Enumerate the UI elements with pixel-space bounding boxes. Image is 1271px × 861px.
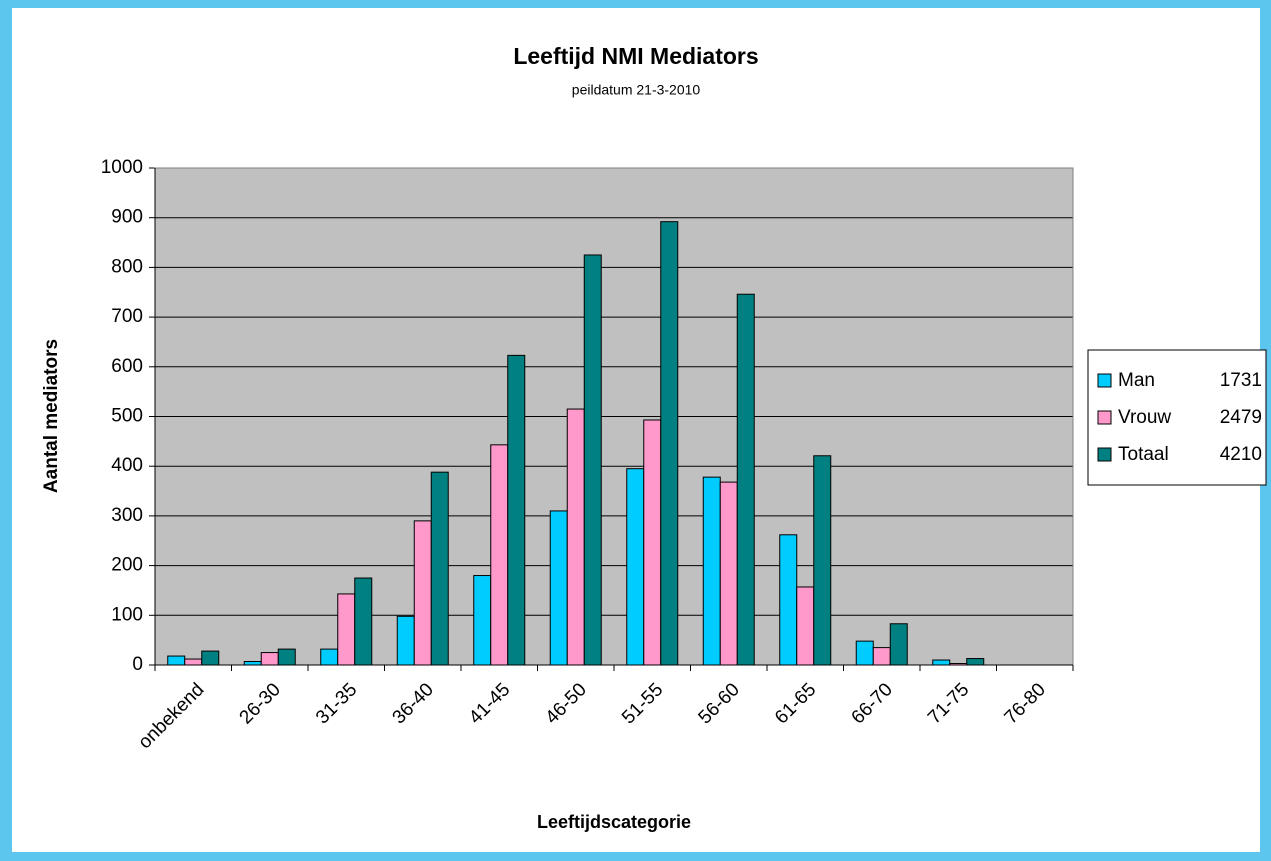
y-tick-label: 400 <box>111 455 143 476</box>
bar <box>966 658 985 666</box>
bar <box>643 419 662 666</box>
bar <box>473 575 492 666</box>
legend-total: 1731 <box>1220 370 1262 391</box>
bar <box>855 640 874 666</box>
y-tick-label: 600 <box>111 356 143 377</box>
bar <box>507 354 526 666</box>
legend-total: 4210 <box>1220 444 1262 465</box>
x-axis-label: Leeftijdscategorie <box>537 812 691 832</box>
bar <box>320 648 339 666</box>
legend-swatch <box>1097 373 1112 388</box>
y-tick-label: 100 <box>111 604 143 625</box>
chart-title: Leeftijd NMI Mediators <box>513 43 758 69</box>
bar <box>583 254 602 666</box>
legend-box <box>1087 349 1267 486</box>
bar <box>201 650 220 666</box>
bar <box>413 520 432 666</box>
bar <box>184 658 203 666</box>
bar <box>354 577 373 666</box>
legend-total: 2479 <box>1220 407 1262 428</box>
legend-swatch <box>1097 410 1112 425</box>
y-tick-label: 500 <box>111 406 143 427</box>
bar <box>932 659 951 666</box>
bar <box>566 408 585 666</box>
bar <box>549 510 568 666</box>
y-tick-label: 300 <box>111 505 143 526</box>
y-tick-label: 700 <box>111 306 143 327</box>
legend-label: Vrouw <box>1118 407 1171 428</box>
bar <box>796 586 815 666</box>
y-tick-label: 1000 <box>101 157 143 178</box>
legend-label: Totaal <box>1118 444 1169 465</box>
y-tick-label: 800 <box>111 256 143 277</box>
bar <box>430 471 449 666</box>
legend-swatch <box>1097 447 1112 462</box>
bar <box>167 655 186 666</box>
bar <box>889 623 908 666</box>
bar <box>702 476 721 666</box>
y-tick-label: 200 <box>111 555 143 576</box>
bar <box>626 468 645 666</box>
y-axis-label: Aantal mediators <box>41 339 62 493</box>
y-tick-label: 0 <box>132 654 143 675</box>
bar <box>490 444 509 666</box>
bar <box>660 221 679 666</box>
legend-label: Man <box>1118 370 1155 391</box>
bar <box>779 534 798 666</box>
bar <box>813 455 832 666</box>
bar <box>277 648 296 666</box>
y-tick-label: 900 <box>111 207 143 228</box>
bar <box>243 661 262 666</box>
bar <box>719 481 738 666</box>
bar <box>396 615 415 666</box>
bar <box>872 647 891 666</box>
bar <box>337 593 356 666</box>
chart-subtitle: peildatum 21-3-2010 <box>572 82 701 98</box>
bar <box>260 652 279 666</box>
bar <box>736 293 755 666</box>
